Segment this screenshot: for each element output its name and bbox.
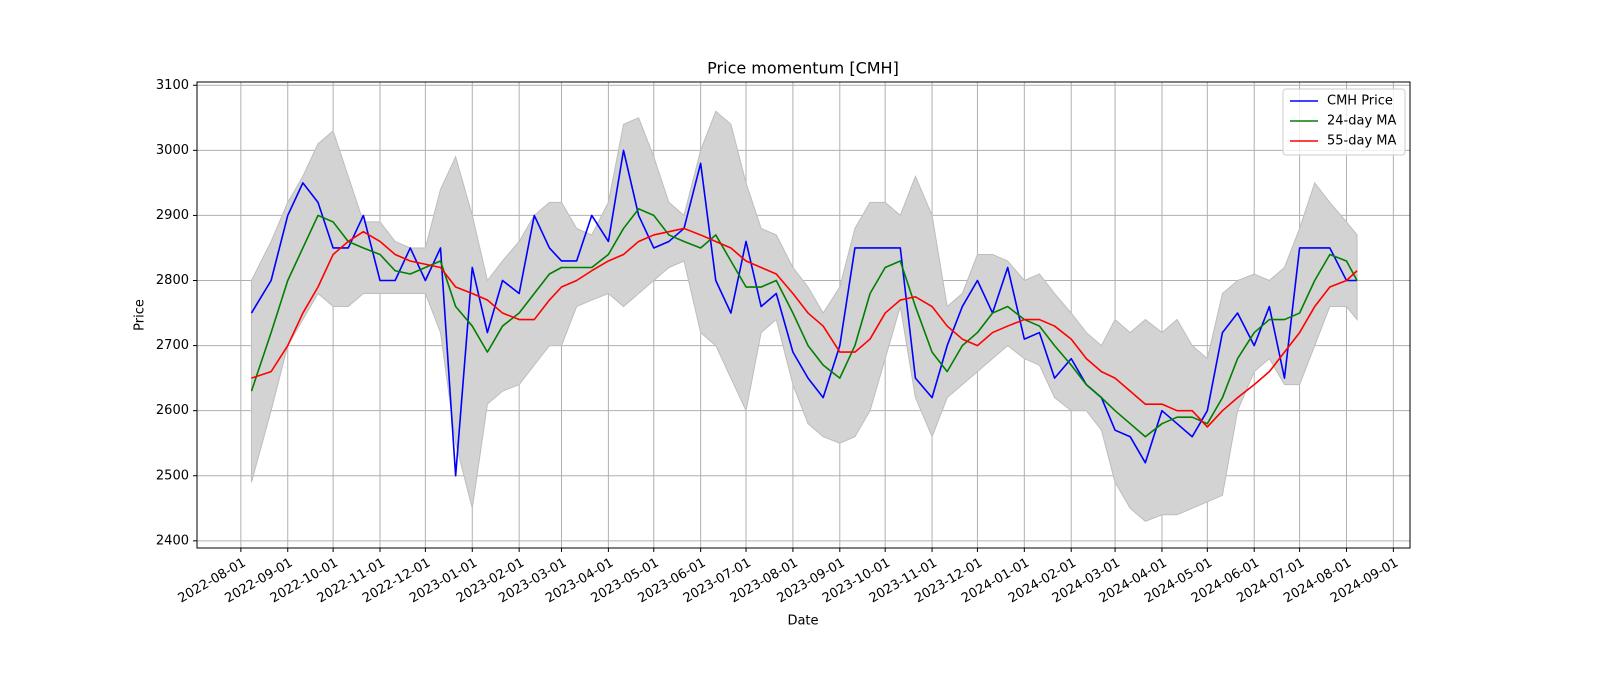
plot-frame xyxy=(196,81,1411,549)
y-tick-label: 3000 xyxy=(156,143,189,158)
y-tick-label: 2400 xyxy=(156,533,189,548)
legend-label: 55-day MA xyxy=(1327,134,1396,149)
band-area xyxy=(250,110,1358,522)
series-line xyxy=(250,149,1358,477)
y-tick-label: 2600 xyxy=(156,403,189,418)
y-tick-label: 2700 xyxy=(156,338,189,353)
y-tick-label: 2900 xyxy=(156,208,189,223)
x-axis-label: Date xyxy=(787,614,818,629)
series-line xyxy=(251,227,1358,428)
y-tick-label: 2800 xyxy=(156,273,189,288)
y-axis-label: Price xyxy=(133,299,148,331)
chart-title: Price momentum [CMH] xyxy=(707,59,899,78)
legend-label: CMH Price xyxy=(1327,94,1393,109)
legend-box xyxy=(1282,88,1406,156)
y-tick-label: 2500 xyxy=(156,468,189,483)
series-line xyxy=(250,208,1358,438)
y-tick-label: 3100 xyxy=(156,78,189,93)
legend-label: 24-day MA xyxy=(1327,114,1396,129)
